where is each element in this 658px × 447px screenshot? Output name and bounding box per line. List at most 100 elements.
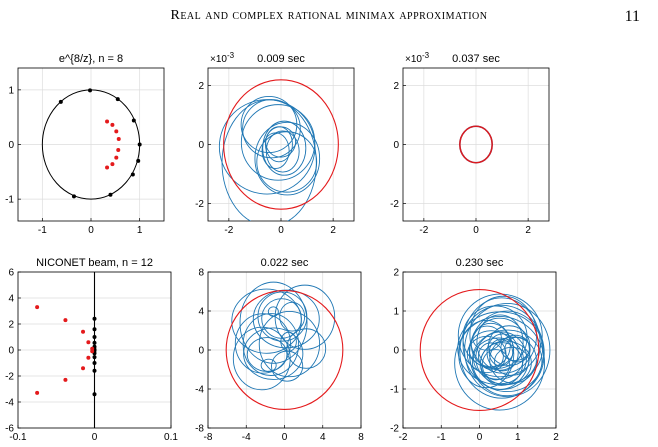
error-curve [254,121,321,196]
error-curve [458,320,515,389]
page-number: 11 [624,8,640,25]
error-curve [475,331,527,385]
red-point [116,147,121,152]
error-curve [459,304,545,399]
error-curve [280,331,297,352]
red-point [105,119,110,124]
red-point [81,366,86,371]
y-tick-label: 4 [198,307,204,318]
y-tick-label: 0 [8,346,14,357]
black-point [136,158,141,163]
error-curve [242,99,301,159]
error-curve [218,99,316,195]
x-tick-label: 0 [473,225,479,236]
plot-area [225,281,344,411]
black-point [131,118,136,123]
y-tick-label: -1 [390,385,399,396]
error-curve [454,315,546,411]
black-point [92,316,97,321]
chart-panel-2: -2 0 2 -2 0 2 0.009 sec ×10-3 [195,51,355,236]
y-tick-label: 0 [198,346,204,357]
error-curve [240,104,316,181]
page-header: Real and complex rational minimax approx… [0,8,658,32]
red-point [35,390,40,395]
x-tick-label: 0 [477,432,483,443]
x-tick-label: -2 [419,225,428,236]
axis-exponent-label: ×10-3 [210,51,235,65]
y-tick-label: 0 [393,140,399,151]
panel-title: NICONET beam, n = 12 [36,257,153,269]
x-tick-label: -1 [437,432,446,443]
panel-title: 0.037 sec [452,53,500,65]
error-curve [239,281,308,364]
y-tick-label: -2 [195,199,204,210]
y-tick-label: 2 [198,81,204,92]
x-tick-label: 8 [358,432,364,443]
error-curve [473,337,524,380]
y-tick-label: 8 [198,268,204,279]
error-curve [257,291,308,342]
plot-area [419,288,551,411]
error-curve [243,327,304,380]
red-point [114,155,119,160]
chart-panel-3: -2 0 2 -2 0 2 0.037 sec ×10-3 [390,51,550,236]
reference-circle [223,79,339,210]
error-curve [261,298,302,339]
red-point [81,329,86,334]
reference-circle [419,288,540,411]
red-point [105,165,110,170]
x-tick-label: 2 [525,225,531,236]
black-point [92,340,97,345]
error-curve [464,302,551,398]
error-curve [476,314,524,371]
black-point [71,194,76,199]
error-curve [457,293,543,378]
panel-title: 0.230 sec [456,257,504,269]
error-curve [279,301,306,332]
black-point [130,172,135,177]
y-tick-label: 0 [8,140,14,151]
y-tick-label: -6 [5,424,14,435]
x-tick-label: 0 [92,432,98,443]
error-curve [477,342,504,370]
x-tick-label: 1 [515,432,521,443]
red-point [110,162,115,167]
x-tick-label: 1 [137,225,143,236]
y-tick-label: -2 [390,424,399,435]
y-tick-label: 1 [393,307,399,318]
x-tick-label: 0 [88,225,94,236]
black-point [92,361,97,365]
y-tick-label: -4 [5,398,14,409]
chart-panel-1: -1 0 1 -1 0 1 e^{8/z}, n = 8 [5,53,165,236]
x-tick-label: -2 [399,432,408,443]
y-tick-label: 0 [393,346,399,357]
error-curve [486,333,519,372]
x-tick-label: -8 [204,432,213,443]
error-curve [471,329,543,393]
error-curve [231,288,302,354]
black-point [92,368,97,373]
plot-area [35,272,97,428]
y-tick-label: -1 [5,195,14,206]
black-point [137,142,142,147]
x-tick-label: 0 [278,225,284,236]
chart-panel-4: -0.1 0 0.1 -6 -4 -2 0 2 4 6 NICONET beam, n = 12 [5,257,178,443]
reference-circle [459,125,493,164]
x-tick-label: 2 [330,225,336,236]
black-point [58,99,63,104]
y-tick-label: 4 [8,294,14,305]
error-curve [457,311,544,386]
x-tick-label: 0.1 [164,432,178,443]
red-point [116,137,121,142]
plot-area [218,79,339,221]
error-curve [462,305,528,370]
red-point [114,129,119,134]
error-curve [265,130,300,173]
chart-panel-6: -2 -1 0 1 2 -2 -1 0 1 2 0.230 sec [390,257,559,443]
x-tick-label: 0 [282,432,288,443]
error-curve [500,334,531,362]
axis-exponent: -3 [227,51,235,60]
y-tick-label: -4 [195,385,204,396]
red-point [110,122,115,127]
red-point [86,340,91,345]
